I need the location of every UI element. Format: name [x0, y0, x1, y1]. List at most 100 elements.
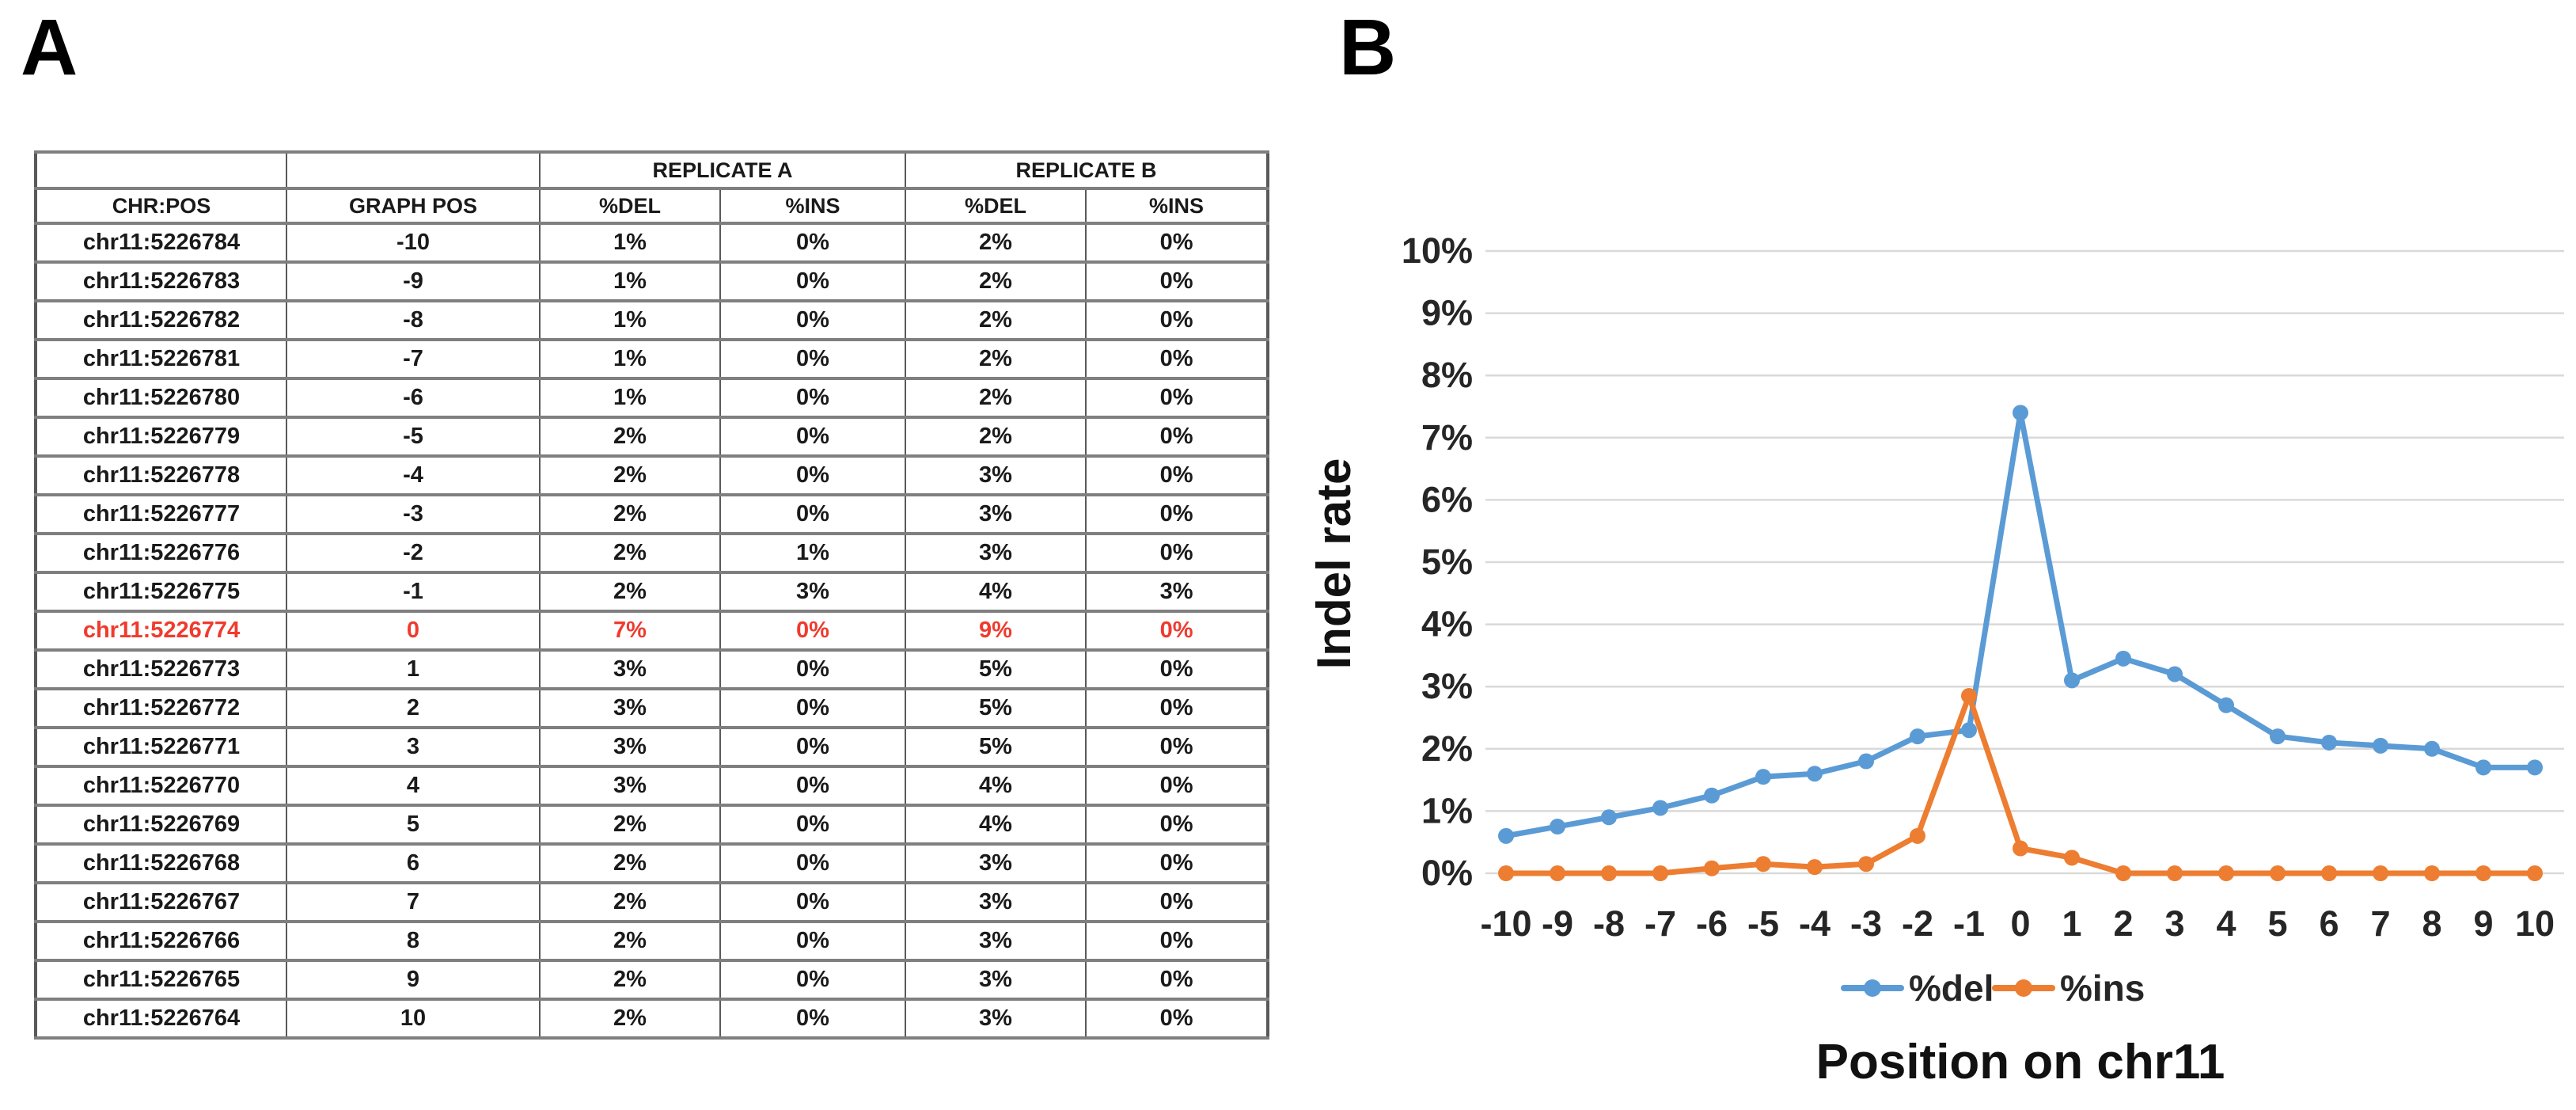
table-cell-a-ins: 0% [719, 842, 907, 884]
table-cell-a-del: 2% [539, 959, 721, 1001]
table-row: chr11:5226781 -7 1% 0% 2% 0% [35, 338, 1269, 380]
table-cell-a-del: 1% [539, 299, 721, 341]
table-cell-b-ins: 0% [1085, 726, 1269, 768]
table-cell-graph-pos: 8 [286, 920, 541, 962]
data-point-marker [2115, 650, 2131, 667]
table-cell-b-ins: 0% [1085, 998, 1269, 1040]
x-axis-tick-labels: -10 -9 -8 -7 -6 -5 -4 -3 -2 -1 0 1 2 3 4 5 6 7 8 9 10 [1480, 903, 2555, 944]
table-cell-b-del: 4% [905, 765, 1087, 807]
data-point-marker [2270, 865, 2286, 881]
table-cell-a-ins: 0% [719, 765, 907, 807]
table-cell-chr-pos: chr11:5226782 [35, 299, 287, 341]
table-cell-b-del: 5% [905, 648, 1087, 690]
table-cell-graph-pos: 9 [286, 959, 541, 1001]
table-cell-b-del: 2% [905, 377, 1087, 419]
y-tick-label: 0% [1421, 853, 1473, 893]
legend-marker [2015, 979, 2032, 997]
x-tick-label: -10 [1480, 903, 1531, 944]
table-row: chr11:5226772 2 3% 0% 5% 0% [35, 687, 1269, 729]
table-cell-graph-pos: 1 [286, 648, 541, 690]
data-point-marker [2321, 734, 2337, 751]
table-cell-a-del: 3% [539, 648, 721, 690]
table-cell-b-ins: 0% [1085, 765, 1269, 807]
table-cell-b-del: 9% [905, 610, 1087, 652]
y-tick-label: 1% [1421, 790, 1473, 831]
empty-header-cell [35, 150, 287, 190]
y-axis-title: Indel rate [1307, 458, 1360, 670]
replicate-a-header: REPLICATE A [538, 150, 907, 190]
data-point-marker [1755, 856, 1771, 872]
table-cell-b-ins: 0% [1085, 842, 1269, 884]
table-cell-b-ins: 0% [1085, 222, 1269, 264]
table-cell-a-del: 1% [539, 260, 721, 302]
table-cell-b-del: 4% [905, 804, 1087, 846]
table-cell-a-ins: 0% [719, 610, 907, 652]
table-cell-graph-pos: 6 [286, 842, 541, 884]
table-cell-graph-pos: 4 [286, 765, 541, 807]
table-cell-b-ins: 0% [1085, 338, 1269, 380]
table-row: chr11:5226773 1 3% 0% 5% 0% [35, 648, 1269, 690]
table-cell-a-ins: 0% [719, 493, 907, 535]
gridlines [1485, 249, 2564, 875]
table-cell-b-del: 3% [905, 532, 1087, 574]
x-axis-title: Position on chr11 [1816, 1035, 2225, 1089]
x-tick-label: -7 [1645, 903, 1676, 944]
table-cell-a-ins: 0% [719, 881, 907, 923]
replicate-header-row: REPLICATE A REPLICATE B [35, 150, 1269, 190]
table-cell-a-ins: 0% [719, 687, 907, 729]
table-cell-b-del: 3% [905, 920, 1087, 962]
table-cell-chr-pos: chr11:5226766 [35, 920, 287, 962]
table-cell-b-ins: 0% [1085, 416, 1269, 458]
table-cell-b-del: 3% [905, 454, 1087, 496]
table-cell-chr-pos: chr11:5226775 [35, 571, 287, 613]
table-cell-b-ins: 0% [1085, 687, 1269, 729]
y-tick-label: 3% [1421, 666, 1473, 706]
table-cell-a-del: 2% [539, 571, 721, 613]
data-point-marker [1807, 859, 1823, 876]
table-cell-a-ins: 0% [719, 959, 907, 1001]
x-tick-label: 5 [2267, 903, 2287, 944]
table-cell-a-ins: 0% [719, 338, 907, 380]
table-cell-chr-pos: chr11:5226777 [35, 493, 287, 535]
data-point-marker [1704, 860, 1720, 876]
data-point-marker [2475, 865, 2491, 881]
table-cell-b-ins: 0% [1085, 881, 1269, 923]
table-cell-b-ins: 0% [1085, 804, 1269, 846]
table-cell-b-ins: 0% [1085, 920, 1269, 962]
table-cell-chr-pos: chr11:5226781 [35, 338, 287, 380]
y-tick-label: 4% [1421, 604, 1473, 644]
table-cell-a-ins: 0% [719, 377, 907, 419]
table-cell-chr-pos: chr11:5226765 [35, 959, 287, 1001]
x-tick-label: 3 [2164, 903, 2184, 944]
y-tick-label: 9% [1421, 293, 1473, 333]
column-header-row: CHR:POS GRAPH POS %DEL %INS %DEL %INS [35, 187, 1269, 225]
table-cell-graph-pos: -2 [286, 532, 541, 574]
table-cell-a-ins: 0% [719, 648, 907, 690]
x-tick-label: -9 [1542, 903, 1573, 944]
table-cell-graph-pos: 0 [286, 610, 541, 652]
table-cell-b-del: 3% [905, 493, 1087, 535]
data-point-marker [2424, 740, 2440, 757]
table-cell-graph-pos: -1 [286, 571, 541, 613]
table-cell-b-del: 4% [905, 571, 1087, 613]
table-row: chr11:5226784 -10 1% 0% 2% 0% [35, 222, 1269, 264]
table-row: chr11:5226777 -3 2% 0% 3% 0% [35, 493, 1269, 535]
table-cell-graph-pos: 5 [286, 804, 541, 846]
table-row: chr11:5226774 0 7% 0% 9% 0% [35, 610, 1269, 652]
data-point-marker [1961, 722, 1977, 739]
table-cell-chr-pos: chr11:5226783 [35, 260, 287, 302]
b-del-header: %DEL [905, 187, 1087, 225]
table-cell-a-ins: 0% [719, 299, 907, 341]
y-tick-label: 10% [1402, 230, 1473, 271]
x-tick-label: -2 [1902, 903, 1933, 944]
table-cell-chr-pos: chr11:5226780 [35, 377, 287, 419]
table-cell-a-ins: 0% [719, 920, 907, 962]
x-tick-label: -5 [1747, 903, 1779, 944]
table-cell-a-del: 2% [539, 920, 721, 962]
x-tick-label: 9 [2473, 903, 2493, 944]
data-point-marker [1858, 856, 1874, 872]
table-cell-b-ins: 0% [1085, 648, 1269, 690]
x-tick-label: 4 [2216, 903, 2236, 944]
data-point-marker [1704, 787, 1720, 804]
graph-pos-header: GRAPH POS [286, 187, 541, 225]
